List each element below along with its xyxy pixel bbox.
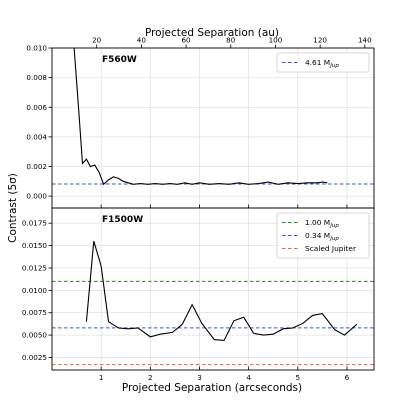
top-axis-tick-label: 20: [92, 36, 102, 45]
y-tick-label: 0.004: [26, 132, 47, 141]
y-tick-label: 0.0075: [22, 308, 47, 317]
y-tick-label: 0.010: [26, 44, 47, 53]
panel-f560w: 0.000 0.002 0.004 0.006 0.008 0.010 F560W 4.61 …: [26, 36, 375, 209]
y-tick-label: 0.0150: [22, 241, 48, 250]
y-tick-label: 0.0050: [22, 331, 48, 340]
x-tick-label: 2: [148, 373, 153, 382]
top-axis-tick-label: 140: [358, 36, 372, 45]
x-tick-label: 4: [246, 373, 251, 382]
y-tick-label: 0.0125: [22, 263, 47, 272]
panel-title: F560W: [102, 55, 137, 65]
legend-entry: Scaled Jupiter: [305, 244, 357, 253]
grid: [52, 47, 374, 208]
x-tick-label: 6: [345, 373, 350, 382]
top-axis-tick-label: 40: [137, 36, 147, 45]
contrast-curve: [73, 48, 328, 186]
top-axis-label: Projected Separation (au): [145, 27, 279, 39]
legend-box: [276, 52, 370, 73]
y-tick-label: 0.000: [26, 192, 47, 201]
y-tick-label: 0.0025: [22, 353, 47, 362]
y-tick-label: 0.0175: [22, 219, 47, 228]
top-axis-tick-label: 60: [181, 36, 191, 45]
contrast-curve: [85, 240, 358, 342]
y-axis-label: Contrast (5σ): [7, 173, 19, 243]
legend-entry: 0.34 MJup: [305, 231, 339, 242]
y-tick-label: 0.002: [26, 162, 47, 171]
panel-f1500w: 0.0025 0.0050 0.0075 0.0100 0.0125 0.0150 0.01…: [22, 207, 375, 382]
panel-title: F1500W: [102, 215, 143, 225]
x-tick-label: 3: [197, 373, 202, 382]
legend-subscript: Jup: [329, 223, 339, 229]
x-tick-label: 1: [99, 373, 104, 382]
top-axis-tick-label: 100: [269, 36, 283, 45]
legend-subscript: Jup: [329, 236, 339, 242]
plot-frame: [51, 207, 375, 371]
y-tick-label: 0.008: [26, 73, 47, 82]
legend-entry: 4.61 MJup: [305, 58, 339, 69]
legend-entry: 1.00 MJup: [305, 218, 339, 229]
legend-box: [276, 212, 370, 259]
y-tick-label: 0.0100: [22, 286, 48, 295]
x-tick-label: 5: [296, 373, 301, 382]
top-axis-tick-label: 120: [313, 36, 327, 45]
y-tick-label: 0.006: [26, 103, 47, 112]
x-axis-label: Projected Separation (arcseconds): [122, 382, 302, 394]
legend-subscript: Jup: [329, 63, 339, 69]
top-axis-tick-label: 80: [226, 36, 236, 45]
